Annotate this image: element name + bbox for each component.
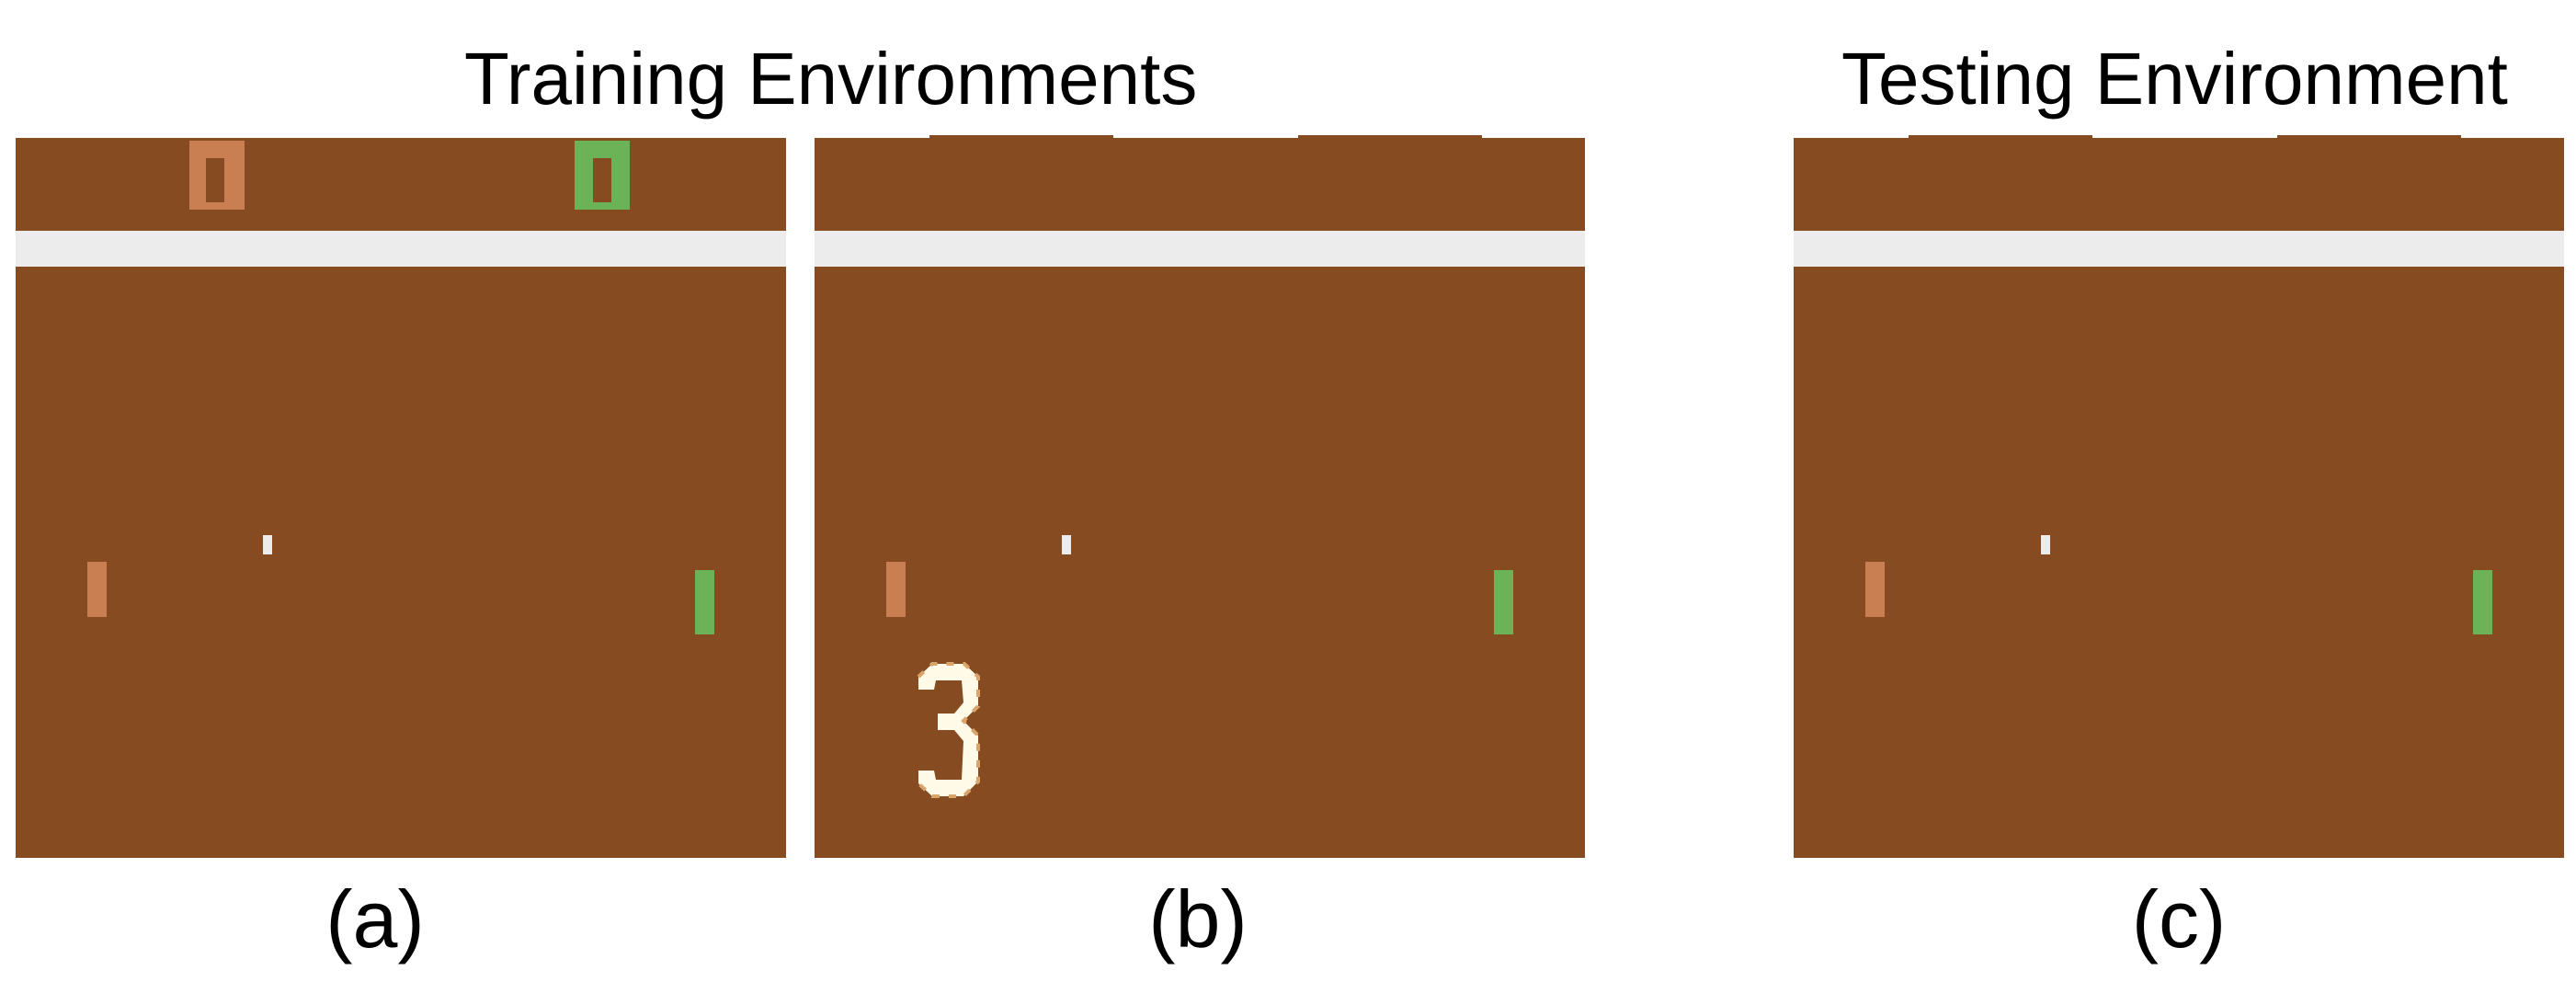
right-score-bar	[1298, 135, 1482, 139]
top-wall	[1794, 231, 2564, 267]
left-paddle	[886, 562, 906, 617]
training-environments-heading: Training Environments	[464, 38, 1198, 120]
distractor-digit-3	[917, 662, 980, 798]
ball	[2041, 535, 2050, 554]
score-bars	[929, 135, 1482, 139]
left-score-bar	[929, 135, 1113, 139]
right-paddle	[2473, 570, 2492, 634]
ball	[1062, 535, 1071, 554]
right-paddle	[1494, 570, 1513, 634]
right-paddle	[695, 570, 714, 634]
left-score-bar	[1909, 135, 2092, 139]
left-score-box-hole	[206, 158, 224, 202]
right-score-bar	[2277, 135, 2461, 139]
game-frame-a	[16, 138, 786, 858]
caption-a: (a)	[325, 874, 425, 965]
top-wall	[16, 231, 786, 267]
left-paddle	[1865, 562, 1885, 617]
top-wall	[815, 231, 1585, 267]
game-frame-b	[815, 135, 1585, 858]
right-score-box-hole	[593, 158, 611, 202]
caption-b: (b)	[1148, 874, 1248, 965]
game-frame-c	[1794, 135, 2564, 858]
score-boxes	[189, 141, 630, 210]
score-bars	[1909, 135, 2461, 139]
left-paddle	[87, 562, 107, 617]
ball	[263, 535, 272, 554]
testing-environment-heading: Testing Environment	[1841, 38, 2508, 120]
caption-c: (c)	[2131, 874, 2227, 965]
